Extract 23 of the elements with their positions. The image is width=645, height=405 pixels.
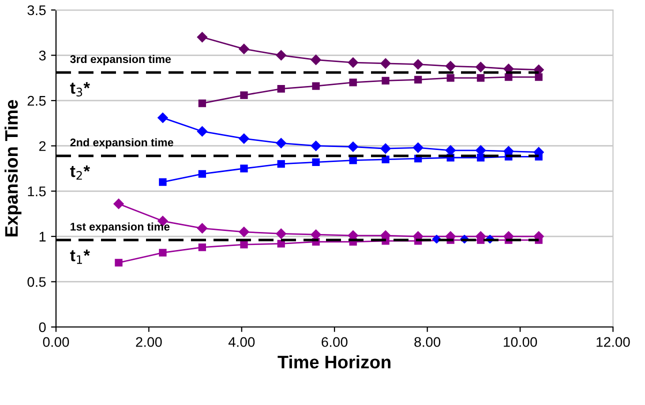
x-tick-label: 8.00 bbox=[414, 337, 440, 347]
y-tick-label: 3 bbox=[39, 50, 46, 60]
y-tick-label: 2.5 bbox=[28, 96, 46, 106]
y-tick-label: 1.5 bbox=[28, 186, 46, 196]
ref-line-label: 1st expansion time bbox=[70, 222, 170, 233]
x-tick-label: 12.00 bbox=[596, 337, 630, 347]
y-axis-title: Expansion Time bbox=[4, 100, 22, 236]
x-tick-label: 10.00 bbox=[504, 337, 538, 347]
x-axis-title: Time Horizon bbox=[278, 355, 390, 368]
annotation: t$_{2}$* bbox=[70, 165, 90, 180]
ref-line-label: 3rd expansion time bbox=[70, 54, 171, 66]
y-tick-label: 0 bbox=[39, 322, 46, 332]
y-tick-label: 3.5 bbox=[28, 5, 46, 16]
y-tick-label: 2 bbox=[39, 141, 46, 151]
y-tick-label: 0.5 bbox=[28, 277, 46, 287]
x-tick-label: 2.00 bbox=[136, 337, 162, 347]
y-tick-label: 1 bbox=[40, 232, 46, 242]
x-tick-label: 0.00 bbox=[43, 337, 69, 347]
x-tick-label: 4.00 bbox=[228, 337, 255, 347]
annotation: t$_{3}$* bbox=[70, 82, 90, 96]
annotation: t$_{1}$* bbox=[70, 250, 90, 264]
ref-line-label: 2nd expansion time bbox=[70, 138, 174, 149]
x-tick-label: 6.00 bbox=[322, 337, 348, 347]
